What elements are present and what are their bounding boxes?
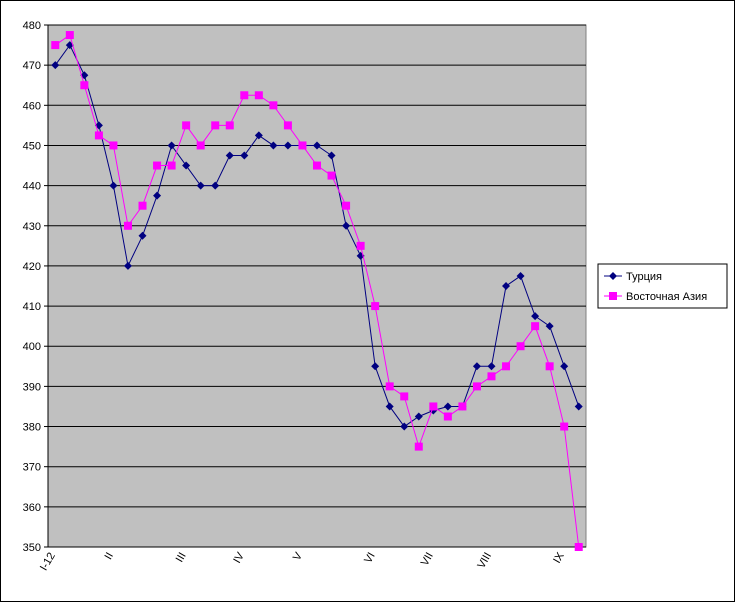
y-tick-label: 420 [23,261,41,273]
data-point [560,362,569,371]
legend-marker [609,292,617,300]
data-point [283,141,292,150]
data-point [400,392,409,401]
data-point [356,241,365,250]
data-point [516,271,525,280]
data-point [298,141,307,150]
plot-background [47,24,587,548]
legend-label: Турция [626,271,662,283]
data-point [138,231,147,240]
data-point [153,161,162,170]
data-point [327,151,336,160]
data-point [327,171,336,180]
data-point [269,141,278,150]
data-point [94,131,103,140]
data-point [443,402,452,411]
data-point [502,362,511,371]
y-tick-label: 430 [23,221,41,233]
data-point [167,161,176,170]
data-point [51,61,60,70]
data-point [182,121,191,130]
data-point [225,121,234,130]
legend-marker [609,272,617,280]
x-tick-label: VII [419,551,436,569]
y-tick-label: 460 [23,100,41,112]
data-point [531,312,540,321]
legend-label: Восточная Азия [626,291,707,303]
data-point [109,141,118,150]
data-point [269,101,278,110]
data-point [371,362,380,371]
data-point [65,31,74,40]
data-point [109,181,118,190]
data-point [240,91,249,100]
data-point [385,382,394,391]
data-point [385,402,394,411]
data-point [313,161,321,170]
data-point [211,181,220,190]
data-point [487,362,496,371]
data-point [196,181,205,190]
data-point [429,402,438,411]
data-point [182,161,191,170]
data-point [313,141,321,150]
data-point [443,412,452,421]
data-point [167,141,176,150]
data-point [80,81,89,90]
y-tick-label: 350 [23,542,41,554]
data-point [516,342,525,351]
data-point [472,382,481,391]
data-point [153,191,162,200]
data-point [502,282,511,290]
y-tick-label: 470 [23,60,41,72]
y-tick-label: 390 [23,381,41,393]
y-tick-label: 450 [23,140,41,152]
data-point [342,221,351,230]
y-tick-label: 410 [23,301,41,313]
data-point [574,543,583,551]
y-tick-label: 370 [23,462,41,474]
data-point [51,41,60,50]
data-point [487,372,496,381]
data-point [138,201,147,210]
data-point [123,221,132,230]
data-point [342,201,351,210]
data-point [400,422,409,431]
data-point [283,121,292,130]
y-tick-label: 380 [23,422,41,434]
data-point [414,442,423,451]
data-point [123,261,132,270]
y-tick-label: 400 [23,341,41,353]
data-point [531,322,540,331]
data-point [196,141,205,150]
data-point [240,151,249,160]
data-point [225,151,234,160]
legend-box [597,263,728,309]
y-tick-label: 480 [23,20,41,32]
data-point [472,362,481,371]
data-point [371,302,380,311]
y-tick-label: 360 [23,502,41,514]
x-tick-label: VI [362,551,378,566]
data-point [574,402,583,411]
y-tick-label: 440 [23,181,41,193]
data-point [254,91,263,100]
data-point [414,412,423,421]
data-point [254,131,263,140]
data-point [560,422,569,431]
x-tick-label: II [103,551,116,562]
data-point [458,402,467,411]
data-point [545,322,554,331]
data-point [545,362,554,371]
data-point [211,121,220,130]
